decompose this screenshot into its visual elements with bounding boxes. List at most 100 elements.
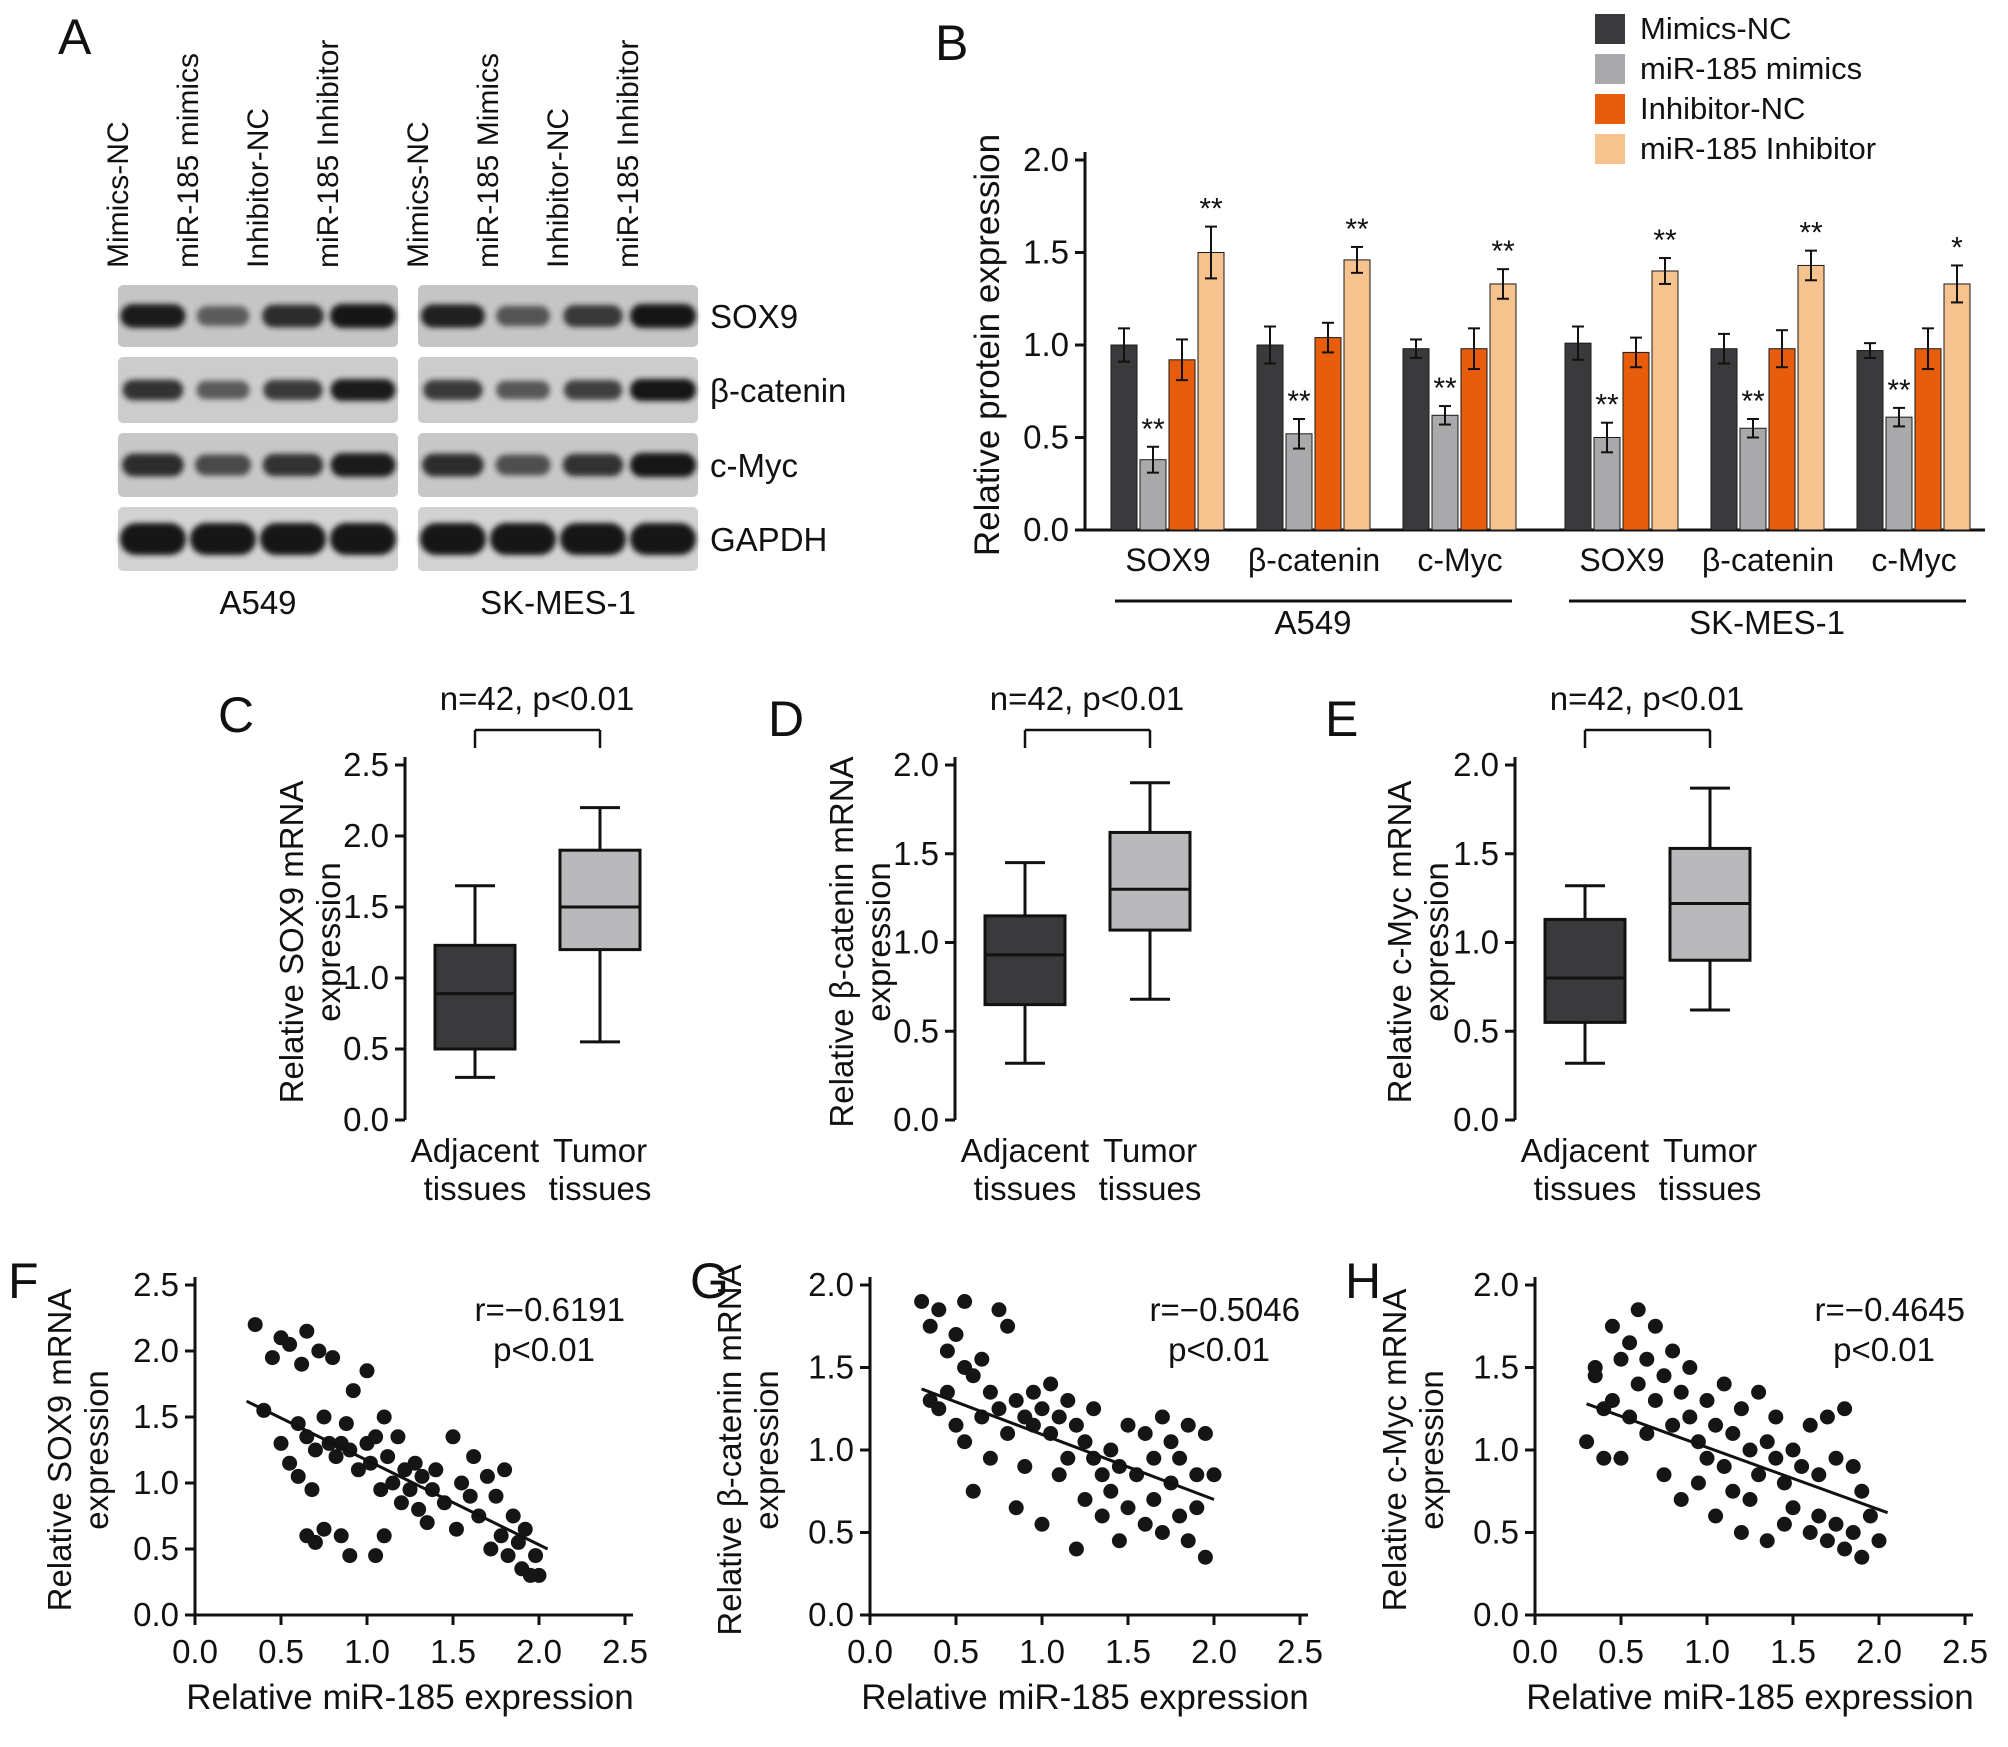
ylabel-line: Relative c-Myc mRNA [1381,780,1418,1104]
scatter-point [407,1455,423,1471]
blot-band [194,454,252,476]
scatter-point [939,1343,955,1359]
protein-label-sox9: SOX9 [710,298,799,335]
x-tick-label: 2.0 [516,1633,562,1670]
scatter-point [1802,1525,1818,1540]
bar-category-label: c-Myc [1417,542,1503,578]
bar-group-label-a549: A549 [1274,604,1352,641]
boxplot-category: Adjacent tissues [385,1132,565,1208]
y-tick-label: 1.5 [893,835,939,872]
bar [1797,264,1825,531]
bar [1489,283,1517,531]
scatter-point [1060,1393,1076,1408]
scatter-point [1154,1525,1170,1540]
scatter-point [1060,1450,1076,1466]
blot-band [330,304,396,328]
scatter-point [1137,1426,1153,1441]
scatter-point [957,1434,973,1450]
scatter-point [948,1417,964,1433]
blot-strip [418,507,698,571]
x-tick-label: 0.5 [1598,1633,1644,1670]
significance-stars: ** [1799,217,1823,250]
scatter-point [1604,1393,1620,1408]
y-tick-label: 0.0 [808,1596,854,1633]
scatter-point [307,1442,323,1458]
blot-band [120,523,186,555]
scatter-point [1647,1393,1663,1408]
scatter-point [328,1449,344,1465]
ylabel-line: expression [310,862,347,1022]
blot-lane-label: miR-185 Inhibitor [312,39,345,268]
blot-strip [418,357,698,423]
y-tick-label: 0.5 [1453,1012,1499,1049]
scatter-point [1008,1393,1024,1408]
scatter-point [1017,1459,1033,1474]
scatter-point [1051,1467,1067,1483]
blot-band [630,523,696,555]
bar-category-label: β-catenin [1701,542,1835,578]
scatter-point [428,1462,444,1478]
blot-band [495,454,551,476]
x-tick-label: 0.5 [933,1633,979,1670]
box [433,943,517,1051]
scatter-point [1733,1525,1749,1540]
scatter-point [931,1302,947,1318]
scatter-point [1120,1417,1136,1433]
scatter-ylabel: Relative c-Myc mRNA expression [1376,1220,1450,1680]
blot-band [420,523,486,555]
x-tick-label: 0.0 [172,1633,218,1670]
boxplot-category: Tumor tissues [1060,1132,1240,1208]
y-tick-label: 0.5 [343,1030,389,1067]
scatter-point [914,1294,930,1309]
blot-band [421,304,485,328]
scatter-point [1094,1467,1110,1483]
x-tick-label: 1.0 [344,1633,390,1670]
scatter-point [1811,1508,1827,1524]
blot-lane-label: Inhibitor-NC [542,107,575,268]
scatter-point [517,1521,533,1537]
bar-group-label-skmes1: SK-MES-1 [1689,604,1845,641]
y-tick-label: 1.5 [343,888,389,925]
scatter-point [510,1534,526,1550]
category-line: tissues [1658,1170,1762,1207]
ylabel-line: expression [1418,862,1455,1022]
scatter-point [316,1521,332,1537]
scatter-point [1828,1516,1844,1532]
scatter-point [1716,1459,1732,1474]
scatter-point [445,1429,461,1445]
y-tick-label: 0.5 [808,1514,854,1551]
r-value: r=−0.5046 [1149,1291,1300,1328]
blot-band [422,453,484,477]
scatter-point [282,1336,298,1352]
box [1108,830,1192,932]
scatter-point [325,1350,341,1366]
scatter-point [299,1323,315,1339]
scatter-point [1189,1467,1205,1483]
blot-lane-label: miR-185 mimics [172,52,205,268]
scatter-point [1034,1401,1050,1417]
scatter-point [448,1521,464,1537]
scatter-point [1656,1368,1672,1384]
scatter-point [1794,1459,1810,1474]
scatter-xlabel: Relative miR-185 expression [861,1678,1309,1717]
blot-strip [118,507,398,571]
blot-band [263,379,323,401]
scatter-point [1647,1318,1663,1334]
bar [1460,348,1488,531]
bar [1285,433,1313,531]
scatter-point [1862,1508,1878,1524]
y-tick-label: 1.0 [343,959,389,996]
scatter-point [1845,1459,1861,1474]
scatter-point [1189,1500,1205,1516]
blot-band [196,380,250,400]
scatter-point [307,1534,323,1550]
scatter-point [974,1351,990,1367]
blot-band [562,453,624,477]
scatter-point [1094,1508,1110,1524]
panel-label-d: D [768,691,805,747]
significance-stars: ** [1887,374,1911,407]
significance-stars: ** [1345,213,1369,246]
x-tick-label: 2.5 [602,1633,648,1670]
scatter-point [991,1401,1007,1417]
